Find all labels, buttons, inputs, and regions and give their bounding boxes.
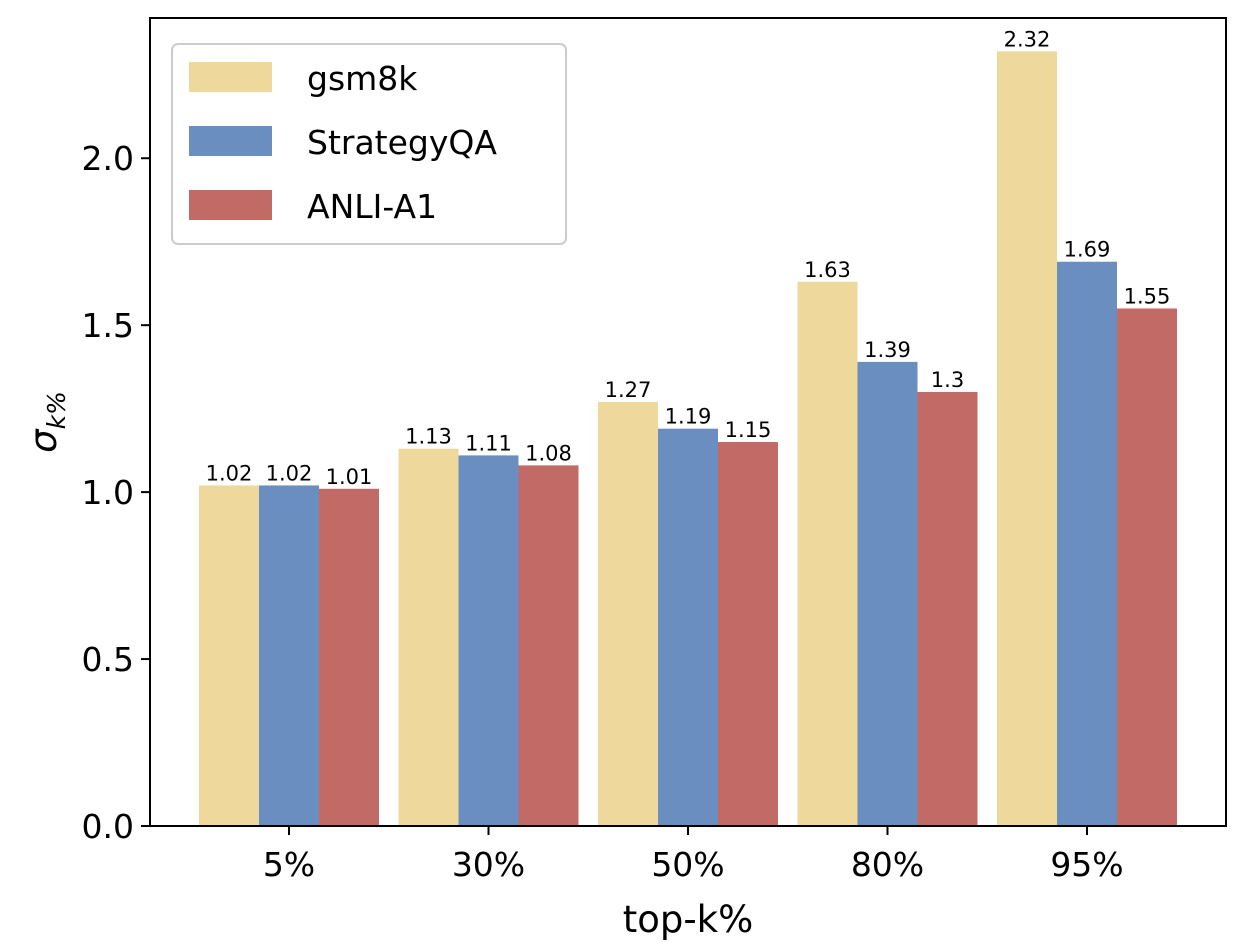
- y-axis-title-subscript: k%: [42, 391, 71, 429]
- y-tick-label: 2.0: [82, 139, 134, 178]
- y-axis: 0.0 0.5 1.0 1.5 2.0: [82, 139, 150, 846]
- data-label-gsm8k-5pct: 1.02: [206, 461, 253, 485]
- bar-strategyqa-5pct: [259, 485, 319, 826]
- bars-group: [199, 51, 1177, 827]
- data-label-gsm8k-95pct: 2.32: [1004, 27, 1051, 51]
- bar-anli-a1-80pct: [917, 391, 978, 826]
- data-label-anli-a1-80pct: 1.3: [931, 368, 964, 392]
- x-axis: 5% 30% 50% 80% 95%: [263, 826, 1124, 884]
- x-tick-label: 50%: [651, 845, 724, 884]
- legend: gsm8k StrategyQA ANLI-A1: [171, 43, 567, 245]
- data-label-strategyqa-95pct: 1.69: [1064, 238, 1111, 262]
- bar-strategyqa-30pct: [458, 455, 519, 826]
- data-label-strategyqa-50pct: 1.19: [665, 405, 712, 429]
- data-label-anli-a1-30pct: 1.08: [525, 441, 572, 465]
- bar-gsm8k-50pct: [598, 401, 658, 826]
- bar-gsm8k-5pct: [199, 485, 259, 826]
- legend-label-anli-a1: ANLI-A1: [307, 187, 437, 226]
- data-label-strategyqa-30pct: 1.11: [465, 431, 512, 455]
- bar-strategyqa-80pct: [857, 361, 918, 826]
- bar-anli-a1-95pct: [1117, 308, 1177, 826]
- legend-label-gsm8k: gsm8k: [307, 59, 418, 98]
- y-tick-label: 0.5: [82, 640, 134, 679]
- data-label-anli-a1-95pct: 1.55: [1124, 284, 1171, 308]
- bar-gsm8k-95pct: [997, 51, 1057, 827]
- data-label-anli-a1-5pct: 1.01: [326, 465, 373, 489]
- x-tick-label: 95%: [1050, 845, 1123, 884]
- bar-anli-a1-30pct: [518, 465, 579, 826]
- data-label-strategyqa-80pct: 1.39: [864, 338, 911, 362]
- data-label-anli-a1-50pct: 1.15: [725, 418, 772, 442]
- y-axis-title-symbol: σ: [22, 428, 65, 453]
- data-labels-group: 1.02 1.02 1.01 1.13 1.11 1.08 1.27 1.19 1.15 1.63…: [206, 27, 1171, 488]
- legend-swatch-anli-a1: [189, 190, 272, 220]
- data-label-strategyqa-5pct: 1.02: [266, 461, 313, 485]
- bar-gsm8k-30pct: [398, 448, 459, 826]
- data-label-gsm8k-30pct: 1.13: [405, 425, 452, 449]
- x-tick-label: 80%: [851, 845, 924, 884]
- legend-swatch-strategyqa: [189, 126, 272, 156]
- data-label-gsm8k-50pct: 1.27: [605, 378, 652, 402]
- y-tick-label: 1.5: [82, 306, 134, 345]
- bar-anli-a1-5pct: [319, 488, 379, 826]
- x-tick-label: 5%: [263, 845, 315, 884]
- bar-gsm8k-80pct: [797, 281, 858, 827]
- bar-anli-a1-50pct: [718, 442, 778, 826]
- bar-strategyqa-95pct: [1057, 261, 1117, 826]
- bar-strategyqa-50pct: [658, 428, 718, 826]
- legend-label-strategyqa: StrategyQA: [307, 123, 497, 162]
- legend-swatch-gsm8k: [189, 62, 272, 92]
- y-axis-title: σk%: [22, 391, 71, 453]
- y-tick-label: 0.0: [82, 807, 134, 846]
- y-tick-label: 1.0: [82, 473, 134, 512]
- x-axis-title: top-k%: [623, 898, 754, 941]
- x-tick-label: 30%: [452, 845, 525, 884]
- data-label-gsm8k-80pct: 1.63: [804, 258, 851, 282]
